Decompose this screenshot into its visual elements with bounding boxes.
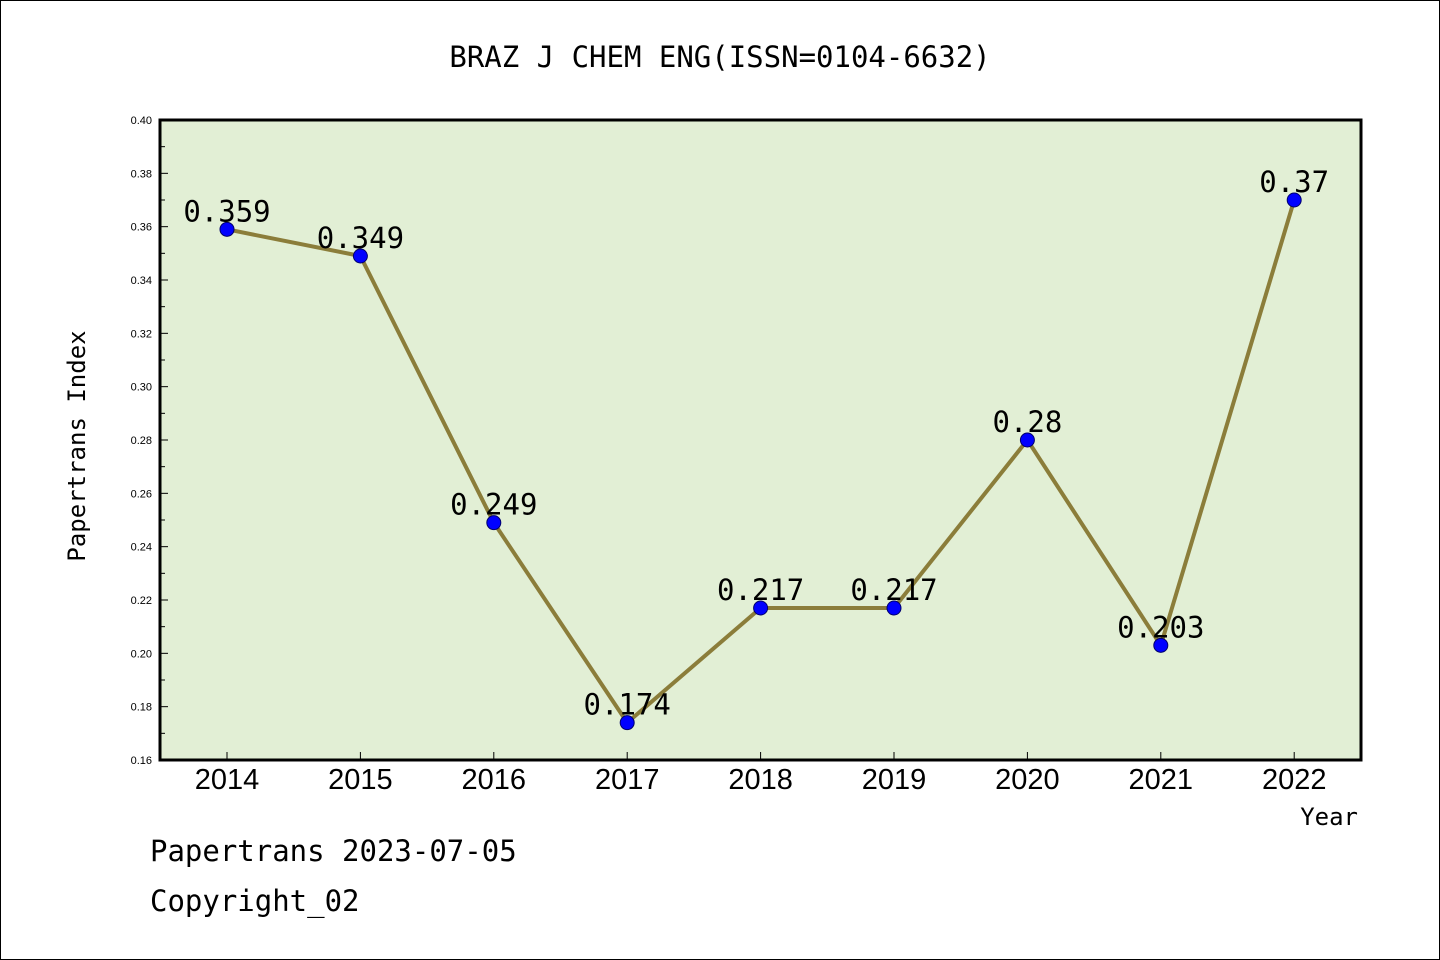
data-label: 0.349 — [317, 221, 404, 255]
y-tick-label: 0.22 — [131, 595, 152, 607]
data-point — [619, 715, 635, 731]
y-tick-label: 0.28 — [131, 435, 152, 447]
data-point — [1019, 432, 1035, 448]
y-tick-label: 0.38 — [131, 168, 152, 180]
y-axis-label: Papertrans Index — [63, 330, 91, 561]
chart-title: BRAZ J CHEM ENG(ISSN=0104-6632) — [449, 40, 990, 74]
y-tick-label: 0.26 — [131, 488, 152, 500]
data-label: 0.249 — [450, 488, 537, 522]
x-tick-label: 2017 — [595, 764, 660, 796]
plot-area — [158, 118, 1363, 762]
y-tick-label: 0.34 — [131, 275, 152, 287]
x-axis: 2014 2015 2016 2017 2018 2019 2020 2021 2022 — [195, 752, 1327, 796]
data-label: 0.174 — [584, 688, 671, 722]
y-tick-label: 0.24 — [131, 542, 152, 554]
data-label: 0.217 — [717, 573, 804, 607]
y-tick-label: 0.40 — [131, 115, 152, 127]
y-axis: 0.16 0.18 0.20 0.22 0.24 0.26 0.28 0.30 0.32 0.34… — [131, 115, 168, 767]
data-point — [753, 600, 769, 616]
data-markers — [219, 192, 1302, 731]
data-point — [352, 248, 368, 264]
y-tick-label: 0.36 — [131, 222, 152, 234]
y-tick-label: 0.18 — [131, 702, 152, 714]
footer-date: Papertrans 2023-07-05 — [150, 834, 517, 868]
data-label: 0.217 — [850, 573, 937, 607]
x-axis-label: Year — [1300, 803, 1358, 831]
data-label: 0.28 — [992, 405, 1062, 439]
data-label: 0.37 — [1259, 165, 1329, 199]
x-tick-label: 2022 — [1262, 764, 1327, 796]
data-label: 0.359 — [183, 194, 270, 228]
y-tick-label: 0.20 — [131, 648, 152, 660]
data-point — [219, 221, 235, 237]
footer-copyright: Copyright_02 — [150, 884, 360, 918]
x-tick-label: 2019 — [862, 764, 927, 796]
x-tick-label: 2016 — [462, 764, 527, 796]
data-point — [1153, 637, 1169, 653]
x-tick-label: 2014 — [195, 764, 260, 796]
x-tick-label: 2018 — [728, 764, 793, 796]
data-label: 0.203 — [1117, 610, 1204, 644]
data-point — [486, 515, 502, 531]
data-point — [1286, 192, 1302, 208]
y-tick-label: 0.30 — [131, 382, 152, 394]
x-tick-label: 2021 — [1129, 764, 1194, 796]
data-labels: 0.359 0.349 0.249 0.174 0.217 0.217 0.28 0.203 0… — [183, 165, 1329, 722]
y-tick-label: 0.16 — [131, 755, 152, 767]
data-point — [886, 600, 902, 616]
x-tick-label: 2020 — [995, 764, 1060, 796]
x-tick-label: 2015 — [328, 764, 393, 796]
y-tick-label: 0.32 — [131, 328, 152, 340]
